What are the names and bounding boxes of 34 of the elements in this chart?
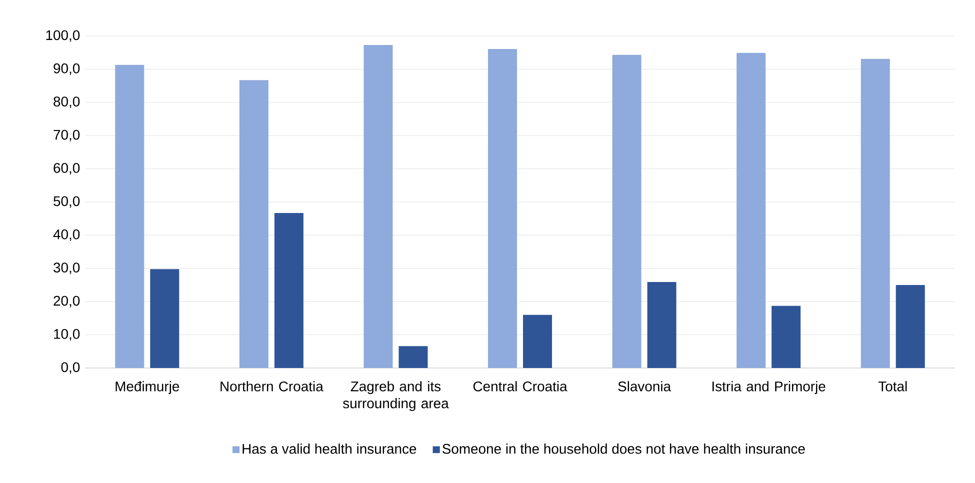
bar (736, 52, 766, 368)
bar (488, 48, 518, 368)
y-tick-label: 50,0 (54, 196, 80, 208)
bar (523, 314, 552, 368)
x-tick-label: Northern Croatia (220, 381, 324, 392)
x-tick-label: Total (878, 381, 907, 392)
bar (647, 282, 676, 368)
bar (860, 58, 890, 368)
y-tick-label: 40,0 (53, 229, 80, 241)
bar (115, 64, 144, 368)
x-tick-label: Međimurje (116, 381, 180, 394)
y-tick-label: 60,0 (54, 163, 80, 175)
bar (612, 54, 642, 368)
y-tick-label: 0,0 (61, 362, 80, 374)
y-tick-label: 100,0 (46, 30, 80, 42)
legend-label: Has a valid health insurance (242, 444, 416, 454)
bar (274, 212, 304, 368)
y-tick-label: 90,0 (54, 63, 80, 75)
bar (772, 306, 801, 368)
x-tick-label: Slavonia (618, 381, 672, 392)
bar (364, 44, 393, 368)
x-tick-label: Zagreb and its surrounding area (342, 381, 449, 412)
bar (150, 269, 180, 368)
y-tick-label: 30,0 (54, 262, 80, 274)
y-tick-label: 10,0 (54, 329, 80, 341)
legend-label: Someone in the household does not have health insurance (442, 444, 805, 454)
y-tick-label: 70,0 (54, 130, 80, 142)
x-tick-label: Istria and Primorje (712, 381, 826, 394)
bar (398, 346, 428, 368)
y-tick-label: 80,0 (54, 96, 80, 108)
x-tick-label: Central Croatia (473, 381, 568, 392)
bar (896, 285, 925, 368)
y-tick-label: 20,0 (54, 296, 80, 308)
bar (239, 80, 268, 368)
